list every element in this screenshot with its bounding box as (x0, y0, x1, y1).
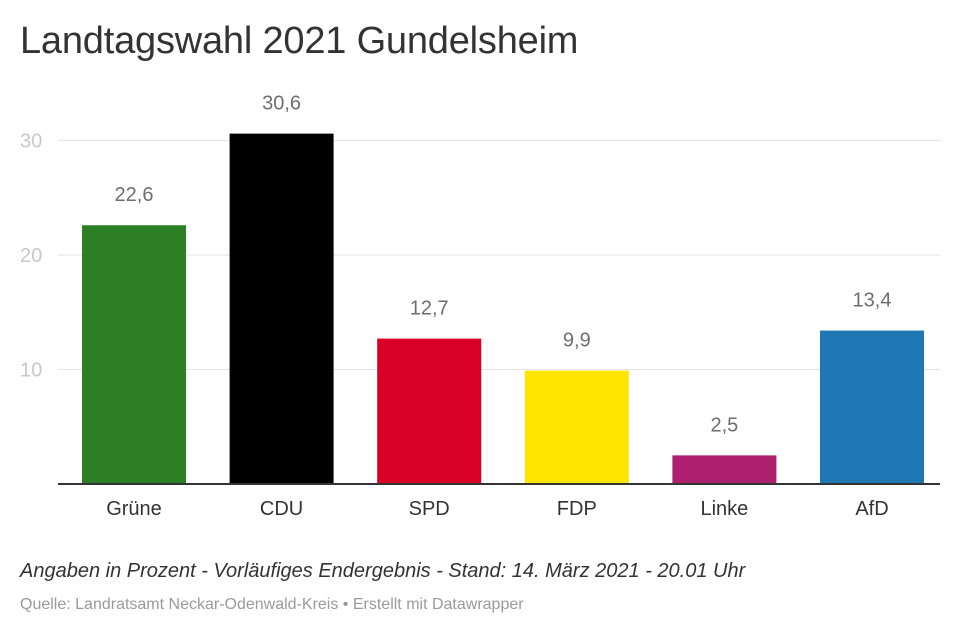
data-label: 30,6 (262, 93, 301, 115)
data-label: 22,6 (115, 184, 154, 206)
chart-title: Landtagswahl 2021 Gundelsheim (20, 20, 579, 62)
x-tick-label: Grüne (106, 498, 162, 520)
bar-chart: 10 20 30 22,6 30,6 12,7 9,9 2,5 13,4 Grüne CDU SP… (20, 93, 940, 520)
data-label: 13,4 (853, 290, 892, 312)
data-label: 12,7 (410, 298, 449, 320)
bar (377, 338, 482, 484)
data-label: 2,5 (710, 414, 738, 436)
bar (820, 330, 924, 484)
y-tick-label: 10 (20, 360, 42, 382)
bar (524, 370, 629, 484)
x-axis-labels: Grüne CDU SPD FDP Linke AfD (106, 498, 888, 520)
chart-notes: Angaben in Prozent - Vorläufiges Enderge… (20, 560, 746, 582)
x-tick-label: SPD (409, 498, 450, 520)
gridlines (58, 140, 940, 370)
bar (229, 133, 334, 484)
bar (82, 225, 186, 485)
x-tick-label: FDP (557, 498, 597, 520)
x-tick-label: AfD (855, 498, 888, 520)
x-tick-label: CDU (260, 498, 303, 520)
x-tick-label: Linke (700, 498, 748, 520)
y-tick-label: 30 (20, 131, 42, 153)
bar (672, 455, 777, 484)
chart-source: Quelle: Landratsamt Neckar-Odenwald-Krei… (20, 596, 524, 613)
data-label: 9,9 (563, 330, 591, 352)
y-axis-ticks: 10 20 30 (20, 131, 42, 382)
value-labels: 22,6 30,6 12,7 9,9 2,5 13,4 (115, 93, 892, 437)
bars (82, 133, 924, 485)
y-tick-label: 20 (20, 245, 42, 267)
